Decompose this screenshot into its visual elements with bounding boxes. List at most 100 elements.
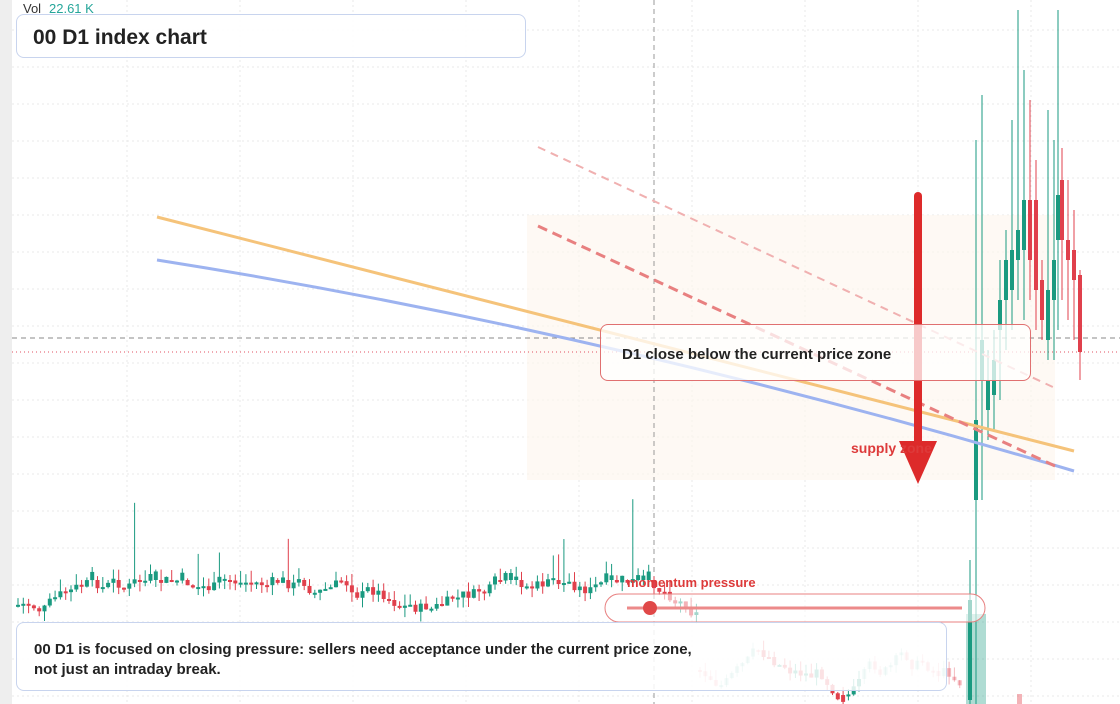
- candle-body: [646, 571, 651, 580]
- candle-body: [111, 578, 116, 583]
- candle-body: [328, 587, 333, 590]
- candle-body: [508, 573, 513, 580]
- candle-body: [466, 591, 471, 598]
- zone-label: supply zone: [851, 440, 932, 456]
- candle-body: [599, 582, 603, 585]
- candle-body: [206, 586, 211, 591]
- candle-body: [233, 580, 238, 584]
- candle-body: [1040, 280, 1044, 320]
- candle-body: [53, 597, 58, 600]
- candle-body: [1016, 230, 1020, 260]
- candle-body: [95, 580, 100, 589]
- candle-body: [63, 591, 68, 594]
- candle-body: [365, 587, 370, 592]
- candle-body: [31, 605, 36, 609]
- candle-body: [84, 580, 89, 587]
- candle-body: [349, 585, 354, 593]
- candle-body: [1078, 275, 1082, 352]
- candle-body: [556, 580, 561, 585]
- candle-body: [116, 580, 121, 588]
- candle-body: [180, 572, 185, 581]
- candle-body: [21, 603, 26, 606]
- candle-body: [79, 584, 84, 587]
- candle-body: [265, 585, 270, 588]
- candle-body: [360, 591, 365, 598]
- candle-body: [551, 578, 556, 581]
- footer-box: 00 D1 is focused on closing pressure: se…: [16, 622, 947, 691]
- candle-body: [1004, 260, 1008, 300]
- footer-line: 00 D1 is focused on closing pressure: se…: [34, 641, 692, 658]
- candle-body: [657, 588, 662, 592]
- candle-body: [212, 582, 217, 591]
- candle-body: [413, 604, 418, 612]
- candle-body: [148, 574, 153, 581]
- candle-body: [572, 581, 577, 591]
- candle-body: [440, 604, 444, 607]
- candle-body: [132, 579, 137, 584]
- candle-body: [487, 584, 492, 594]
- candle-body: [397, 605, 402, 608]
- candle-body: [228, 580, 232, 582]
- candle-body: [344, 581, 349, 586]
- candle-body: [604, 573, 609, 583]
- candle-body: [137, 580, 142, 582]
- candle-body: [593, 584, 598, 588]
- trend-dashed-light: [537, 146, 1056, 389]
- candle-body: [74, 584, 79, 590]
- candle-body: [127, 583, 132, 589]
- candle-body: [190, 585, 195, 588]
- candle-body: [286, 580, 291, 589]
- candle-body: [323, 588, 328, 591]
- candle-body: [535, 581, 540, 589]
- candle-body: [376, 590, 381, 595]
- candle-body: [222, 578, 227, 581]
- candle-body: [429, 608, 434, 611]
- candle-body: [318, 589, 323, 593]
- candle-body: [42, 605, 47, 612]
- candle-body: [164, 576, 169, 583]
- candle-body: [477, 589, 482, 592]
- candle-body: [662, 591, 667, 594]
- candle-body: [69, 589, 73, 593]
- candle-body: [196, 587, 201, 590]
- candle-body: [296, 579, 301, 583]
- candle-body: [254, 582, 259, 585]
- candle-body: [275, 580, 280, 583]
- candle-body: [122, 587, 126, 590]
- candle-body: [952, 676, 957, 681]
- candle-body: [445, 596, 450, 606]
- arrow-head: [899, 441, 937, 484]
- candle-body: [334, 580, 338, 588]
- candle-body: [577, 586, 582, 591]
- zone-note: D1 close below the current price zone: [622, 346, 892, 363]
- momentum-dot: [643, 601, 657, 615]
- candle-body: [312, 592, 317, 595]
- candle-body: [641, 575, 646, 580]
- volume-bar: [966, 614, 986, 704]
- candle-body: [620, 575, 625, 583]
- candle-body: [1022, 200, 1026, 250]
- candle-body: [307, 585, 312, 594]
- candle-body: [185, 580, 190, 586]
- candle-body: [519, 580, 524, 588]
- candle-body: [561, 583, 566, 586]
- candle-body: [159, 580, 164, 583]
- candle-body: [418, 603, 423, 612]
- candle-body: [16, 604, 20, 607]
- candle-body: [90, 571, 95, 581]
- vol-value: 22.61 K: [49, 1, 94, 16]
- candle-body: [381, 590, 386, 599]
- candle-body: [302, 580, 307, 586]
- candle-body: [1028, 200, 1032, 260]
- candle-body: [636, 575, 641, 580]
- candle-body: [614, 580, 619, 583]
- candle-body: [1010, 250, 1014, 290]
- candle-body: [1046, 290, 1050, 340]
- candle-body: [567, 581, 572, 584]
- candle-body: [947, 668, 952, 677]
- candle-body: [493, 576, 497, 585]
- candle-body: [175, 580, 179, 583]
- candle-body: [106, 582, 111, 588]
- candle-body: [1060, 180, 1064, 240]
